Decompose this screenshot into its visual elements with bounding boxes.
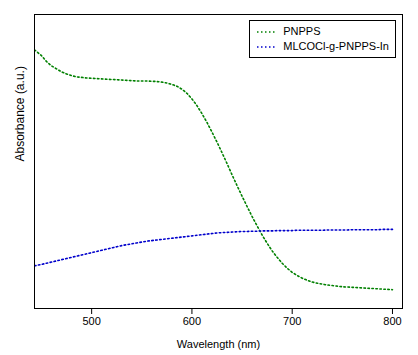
html-text:PNPPS: PNPPS <box>283 25 321 37</box>
svg-text:500: 500 <box>82 315 100 327</box>
svg-text:Wavelength (nm): Wavelength (nm) <box>177 338 260 350</box>
svg-text:700: 700 <box>283 315 301 327</box>
html-text:MLCOCl-g-PNPPS-In: MLCOCl-g-PNPPS-In <box>283 40 389 52</box>
svg-text:800: 800 <box>383 315 401 327</box>
svg-text:Absorbance (a.u.): Absorbance (a.u.) <box>13 66 27 161</box>
svg-text:600: 600 <box>183 315 201 327</box>
